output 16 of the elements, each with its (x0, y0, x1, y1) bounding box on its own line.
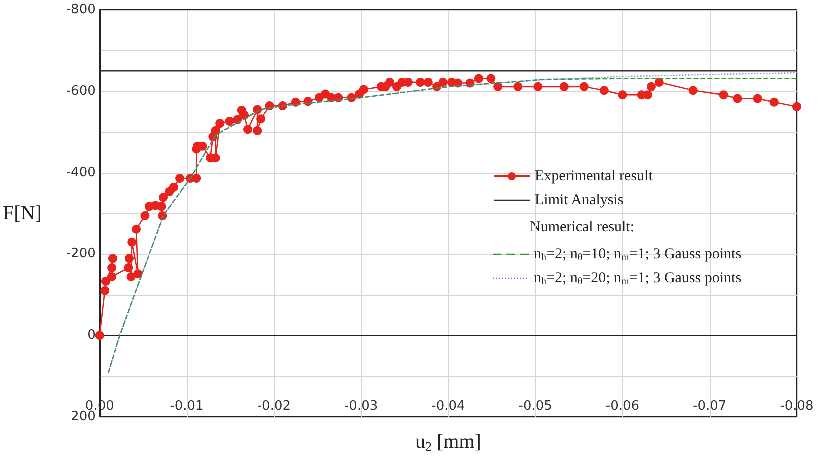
x-tick-label: -0.03 (344, 399, 378, 414)
y-tick-label: -200 (66, 246, 96, 262)
x-tick-label: -0.07 (693, 399, 727, 414)
x-tick-label: -0.05 (518, 399, 552, 414)
y-tick-label: -800 (66, 2, 96, 18)
y-tick-label: 0 (88, 328, 96, 344)
legend-title: Numerical result: (530, 220, 635, 236)
y-tick-label: -600 (66, 84, 96, 99)
x-tick-label: -0.02 (257, 399, 291, 414)
x-tick-label: -0.01 (170, 399, 204, 414)
legend-label: Experimental result (535, 168, 654, 184)
y-axis-title: F[N] (2, 202, 42, 224)
legend-label: Limit Analysis (535, 192, 624, 208)
x-tick-label: -0.06 (606, 399, 640, 414)
x-tick-label: -0.04 (432, 399, 466, 414)
y-tick-label: -400 (66, 165, 96, 180)
